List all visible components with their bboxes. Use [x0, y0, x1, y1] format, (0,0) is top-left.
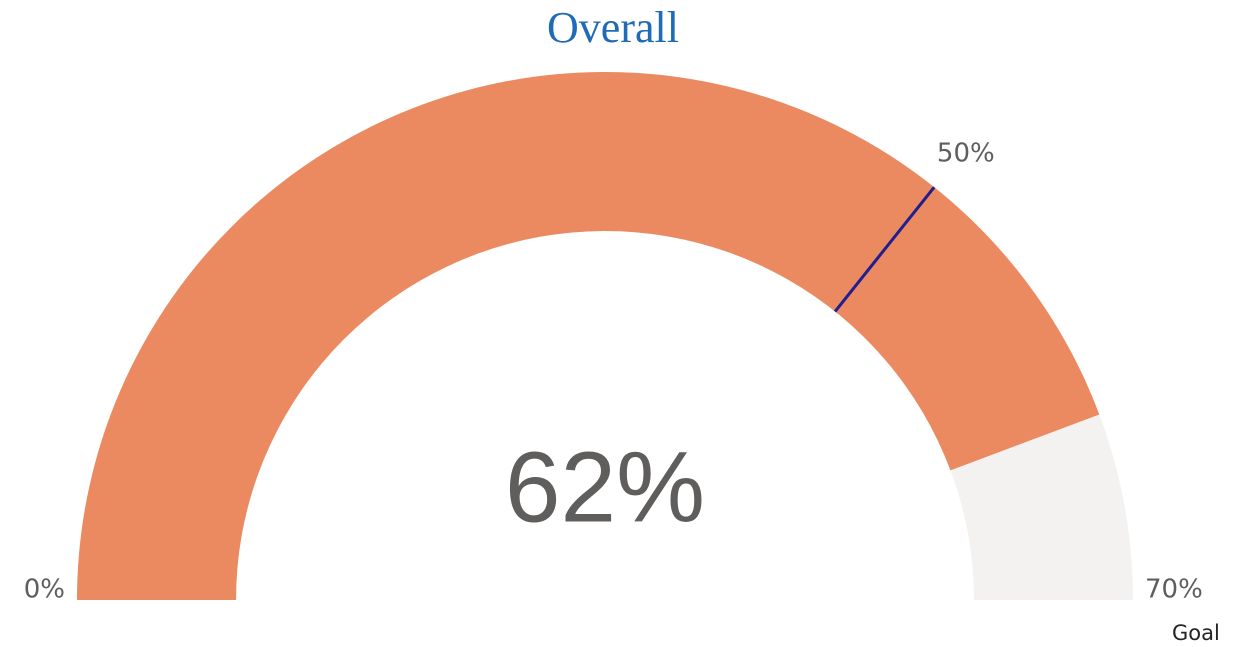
goal-label: Goal: [1172, 621, 1220, 645]
chart-title: Overall: [547, 3, 679, 52]
min-label: 0%: [24, 575, 65, 605]
gauge-fill: [77, 71, 1100, 600]
value-label: 62%: [505, 431, 705, 543]
target-label: 50%: [937, 139, 995, 169]
target-line: [833, 186, 936, 313]
max-label: 70%: [1145, 575, 1203, 605]
